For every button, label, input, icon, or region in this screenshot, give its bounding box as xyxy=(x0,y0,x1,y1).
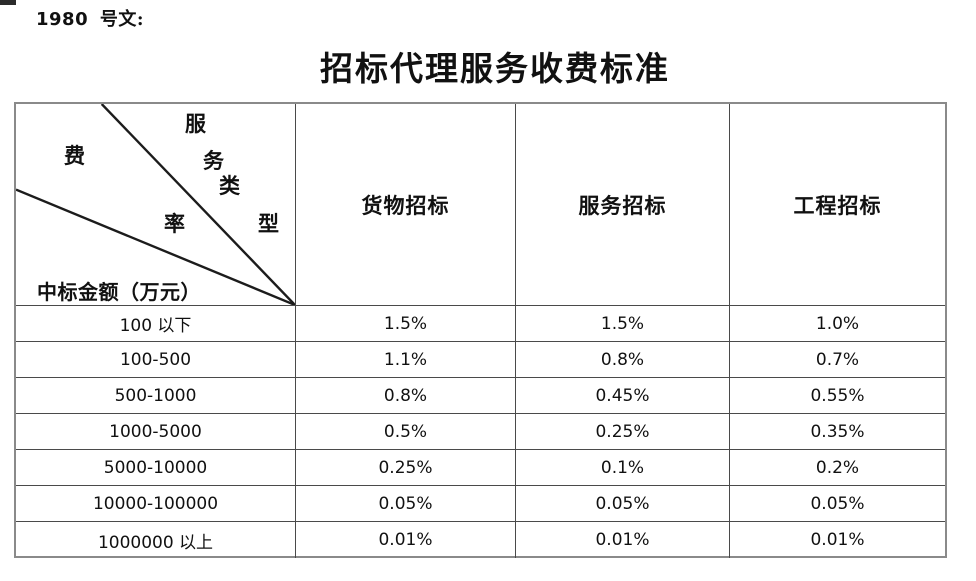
rate-cell-engineering: 1.0% xyxy=(730,306,945,342)
corner-rate-char: 费 xyxy=(64,143,85,168)
rate-cell-goods: 0.05% xyxy=(296,486,516,522)
diagonal-lines xyxy=(16,104,295,305)
corner-type-char: 类 xyxy=(219,173,240,198)
amount-header-label: 中标金额（万元） xyxy=(37,280,201,304)
rate-cell-services: 0.8% xyxy=(516,342,730,378)
col-header-engineering: 工程招标 xyxy=(730,104,945,306)
rate-cell-services: 0.01% xyxy=(516,522,730,558)
amount-cell: 1000-5000 xyxy=(16,414,296,450)
amount-cell: 100 以下 xyxy=(16,306,296,342)
amount-cell: 500-1000 xyxy=(16,378,296,414)
rate-cell-engineering: 0.01% xyxy=(810,530,865,550)
doc-number-value: 1980 xyxy=(36,9,89,30)
rate-cell-services: 0.05% xyxy=(516,486,730,522)
col-header-services: 服务招标 xyxy=(516,104,730,306)
fee-table: 服 务 类 型 费 率 中标金额（万元） 货物招标 服务招标 工程招标 100 … xyxy=(14,102,947,558)
rate-cell-services: 0.1% xyxy=(516,450,730,486)
rate-cell-goods: 0.01% xyxy=(296,522,516,558)
doc-number: 1980 号文: xyxy=(36,5,144,31)
rate-cell-goods: 1.5% xyxy=(296,306,516,342)
rate-cell-goods: 1.1% xyxy=(296,342,516,378)
rate-cell-engineering: 0.05% xyxy=(730,486,945,522)
corner-type-char: 型 xyxy=(258,211,279,236)
rate-cell-services: 0.45% xyxy=(516,378,730,414)
rate-cell-engineering: 0.55% xyxy=(730,378,945,414)
rate-cell-goods: 0.8% xyxy=(296,378,516,414)
doc-number-label: 号文: xyxy=(99,9,145,30)
rate-cell-goods: 0.5% xyxy=(296,414,516,450)
rate-cell-goods: 0.25% xyxy=(296,450,516,486)
corner-type-char: 服 xyxy=(185,111,206,136)
col-header-goods: 货物招标 xyxy=(296,104,516,306)
amount-cell: 10000-100000 xyxy=(16,486,296,522)
scan-artifact xyxy=(0,0,16,5)
rate-cell-services: 1.5% xyxy=(516,306,730,342)
amount-cell: 5000-10000 xyxy=(16,450,296,486)
rate-cell-engineering: 0.2% xyxy=(730,450,945,486)
amount-cell: 100-500 xyxy=(16,342,296,378)
rate-cell-engineering: 0.7% xyxy=(730,342,945,378)
rate-cell-engineering: 0.35% xyxy=(730,414,945,450)
page-title: 招标代理服务收费标准 xyxy=(320,49,670,88)
corner-type-char: 务 xyxy=(203,148,224,173)
rate-cell-services: 0.25% xyxy=(516,414,730,450)
corner-header-cell: 服 务 类 型 费 率 中标金额（万元） xyxy=(16,104,296,306)
corner-rate-char: 率 xyxy=(164,211,185,236)
amount-cell: 1000000 以上 xyxy=(16,522,296,558)
